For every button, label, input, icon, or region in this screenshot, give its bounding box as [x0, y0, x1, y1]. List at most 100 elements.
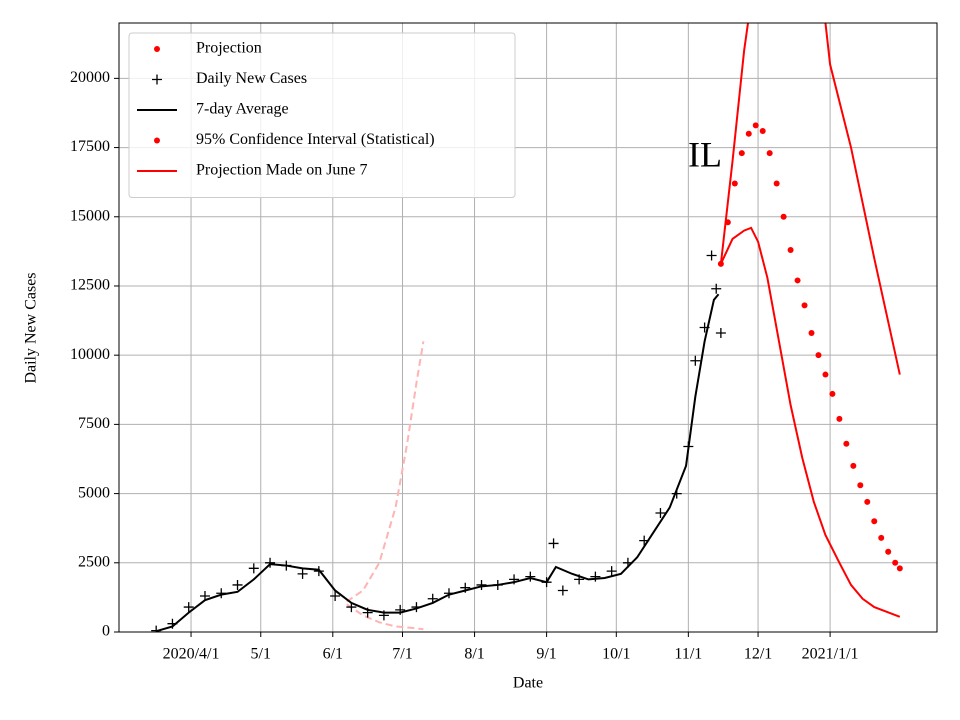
point — [281, 560, 292, 571]
point — [411, 602, 422, 613]
line — [719, 23, 901, 375]
line — [346, 603, 424, 631]
y-tick-label: 20000 — [70, 69, 110, 86]
point — [248, 563, 259, 574]
point — [815, 352, 822, 359]
annotation: IL — [688, 134, 722, 174]
point — [787, 246, 794, 253]
point — [525, 571, 536, 582]
point — [878, 534, 885, 541]
point — [759, 127, 766, 134]
legend-marker — [152, 74, 162, 85]
point — [850, 462, 857, 469]
x-axis-label: Date — [513, 675, 543, 692]
point — [892, 559, 899, 566]
point — [183, 602, 194, 613]
point — [829, 390, 836, 397]
point — [378, 610, 389, 621]
point — [622, 557, 633, 568]
point — [683, 441, 694, 452]
y-tick-label: 17500 — [70, 138, 110, 155]
x-tick-label: 5/1 — [251, 646, 271, 663]
x-tick-label: 6/1 — [323, 646, 343, 663]
point — [265, 557, 276, 568]
point — [822, 371, 829, 378]
point — [151, 625, 162, 632]
y-tick-label: 10000 — [70, 346, 110, 363]
point — [896, 565, 903, 572]
point — [836, 415, 843, 422]
point — [443, 588, 454, 599]
point — [460, 582, 471, 593]
y-axis-label: Daily New Cases — [23, 272, 40, 383]
y-tick-label: 12500 — [70, 277, 110, 294]
ticks: 0 2500 5000 7500 10000 12500 15000 17500 20000 20… — [70, 69, 859, 663]
point — [330, 591, 341, 602]
axes-frame — [118, 22, 938, 633]
x-tick-label: 2020/4/1 — [163, 646, 220, 663]
point — [699, 322, 710, 333]
point — [724, 219, 731, 226]
point — [476, 579, 487, 590]
x-tick-label: 12/1 — [744, 646, 772, 663]
line — [155, 293, 720, 632]
legend-label: Daily New Cases — [196, 70, 307, 87]
point — [715, 328, 726, 339]
point — [717, 260, 724, 267]
point — [801, 302, 808, 309]
point — [706, 250, 717, 261]
legend: Projection Daily New Cases 7-day Average 95… — [128, 32, 516, 198]
point — [655, 507, 666, 518]
x-tick-label: 8/1 — [464, 646, 484, 663]
legend-label: 7-day Average — [196, 101, 289, 118]
line — [719, 226, 901, 618]
y-tick-label: 0 — [102, 623, 110, 640]
y-tick-label: 7500 — [78, 415, 110, 432]
point — [885, 548, 892, 555]
point — [346, 602, 357, 613]
point — [427, 593, 438, 604]
point — [395, 604, 406, 615]
point — [492, 579, 503, 590]
legend-label: 95% Confidence Interval (Statistical) — [196, 131, 435, 148]
point — [745, 130, 752, 137]
line — [346, 341, 425, 603]
point — [541, 577, 552, 588]
point — [590, 571, 601, 582]
point — [639, 535, 650, 546]
point — [167, 618, 178, 629]
y-tick-label: 15000 — [70, 207, 110, 224]
point — [857, 482, 864, 489]
point — [808, 330, 815, 337]
x-tick-label: 10/1 — [602, 646, 630, 663]
point — [794, 277, 801, 284]
point — [557, 585, 568, 596]
point — [690, 355, 701, 366]
legend-marker — [154, 137, 160, 144]
point — [871, 518, 878, 525]
y-tick-label: 5000 — [78, 484, 110, 501]
point — [752, 122, 759, 129]
point — [766, 150, 773, 157]
point — [362, 607, 373, 618]
point — [606, 566, 617, 577]
point — [864, 498, 871, 505]
point — [574, 574, 585, 585]
x-tick-label: 2021/1/1 — [802, 646, 859, 663]
y-tick-label: 2500 — [78, 553, 110, 570]
point — [297, 568, 308, 579]
legend-label: Projection — [196, 40, 262, 57]
x-tick-label: 11/1 — [674, 646, 702, 663]
plot-area — [151, 23, 903, 632]
x-tick-label: 9/1 — [536, 646, 556, 663]
point — [313, 566, 324, 577]
legend-label: Projection Made on June 7 — [196, 162, 368, 179]
point — [232, 579, 243, 590]
point — [780, 213, 787, 220]
point — [843, 440, 850, 447]
legend-marker — [154, 46, 160, 52]
legend-box — [128, 32, 516, 198]
point — [199, 591, 210, 602]
point — [548, 538, 559, 549]
